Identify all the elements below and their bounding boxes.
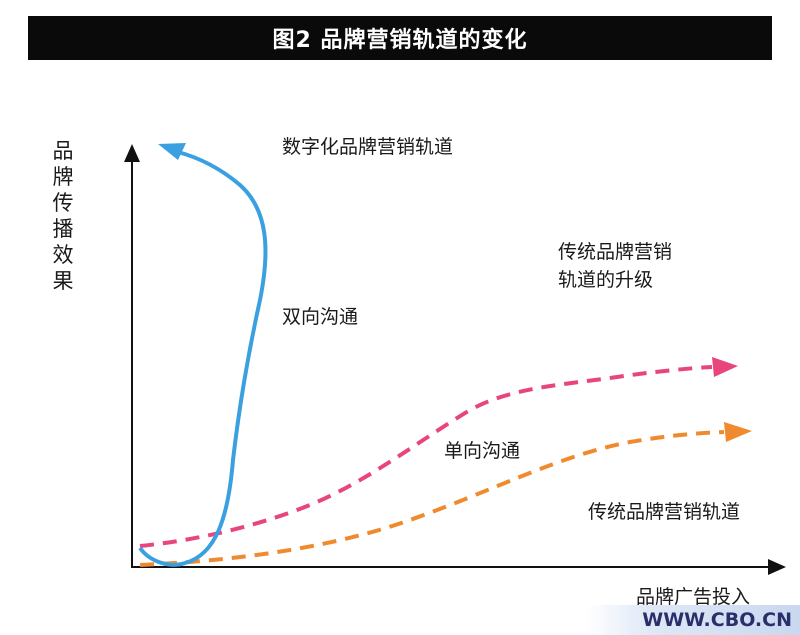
y-axis-label: 品 牌 传 播 效 果 [50,138,76,294]
diagram-title: 图2 品牌营销轨道的变化 [28,16,772,60]
digital-track-arrowhead [158,143,186,160]
watermark: WWW.CBO.CN [586,605,800,635]
y-axis-char: 效 [52,243,74,267]
label-digital-track: 数字化品牌营销轨道 [282,136,454,158]
label-traditional-track: 传统品牌营销轨道 [588,501,741,523]
digital-track-curve [138,150,268,567]
label-two-way: 双向沟通 [282,306,359,328]
x-axis-label: 品牌广告投入 [636,586,751,608]
label-upgrade-line: 轨道的升级 [558,269,654,291]
label-one-way: 单向沟通 [444,440,521,462]
y-axis-char: 果 [52,269,74,293]
y-axis-char: 播 [52,217,74,241]
y-axis-char: 传 [52,191,74,215]
upgrade-track-arrowhead [712,357,738,377]
traditional-track-curve [139,430,725,567]
label-upgrade-line: 传统品牌营销 [558,241,673,263]
label-traditional-upgrade: 传统品牌营销 轨道的升级 [558,238,672,294]
y-axis-char: 牌 [52,165,74,189]
traditional-track-arrowhead [724,422,752,442]
y-axis-char: 品 [52,139,74,163]
upgrade-track-curve [139,365,713,548]
